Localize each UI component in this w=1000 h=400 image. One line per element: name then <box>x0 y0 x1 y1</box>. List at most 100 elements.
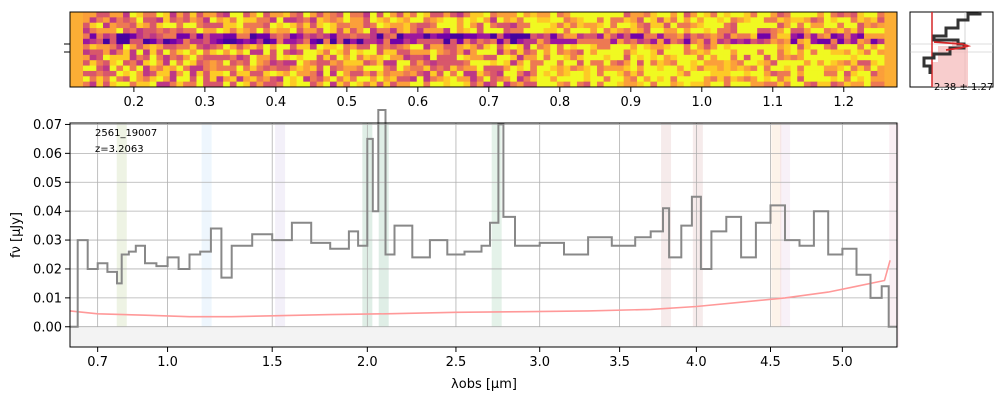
heatmap-cell <box>283 38 291 45</box>
heatmap-cell <box>790 28 798 34</box>
heatmap-cell <box>396 76 404 83</box>
heatmap-cell <box>96 17 104 24</box>
heatmap-cell <box>543 28 551 34</box>
heatmap-cell <box>710 70 718 77</box>
heatmap-cell <box>416 28 424 34</box>
heatmap-cell <box>416 44 424 50</box>
heatmap-cell <box>476 70 484 77</box>
heatmap-cell <box>596 12 605 18</box>
heatmap-cell <box>163 54 171 61</box>
heatmap-cell <box>283 44 291 50</box>
heatmap-cell <box>223 12 231 18</box>
heatmap-cell <box>850 33 858 40</box>
heatmap-cell <box>530 65 538 72</box>
heatmap-cell <box>763 70 771 77</box>
heatmap-cell <box>156 44 164 50</box>
heatmap-cell <box>510 12 518 18</box>
heatmap-cell <box>443 49 451 56</box>
heatmap-cell <box>617 17 625 24</box>
heatmap-cell <box>483 33 491 40</box>
heatmap-cell <box>423 60 431 66</box>
heatmap-cell <box>249 44 257 50</box>
heatmap-cell <box>663 38 671 45</box>
heatmap-cell <box>216 38 224 45</box>
heatmap-cell <box>483 17 491 24</box>
heatmap-cell <box>563 38 571 45</box>
heatmap-cell <box>870 44 878 50</box>
heatmap-cell <box>276 12 284 18</box>
heatmap-cell <box>470 60 478 66</box>
heatmap-cell <box>103 33 111 40</box>
heatmap-cell <box>590 81 598 88</box>
heatmap-cell <box>370 60 378 66</box>
heatmap-cell <box>303 17 311 24</box>
heatmap-cell <box>343 60 351 66</box>
y-axis-label: fν [μJy] <box>9 212 24 258</box>
heatmap-cell <box>717 76 725 83</box>
heatmap-cell <box>623 60 631 66</box>
heatmap-cell <box>843 12 852 18</box>
heatmap-cell <box>563 81 571 88</box>
heatmap-cell <box>149 17 157 24</box>
heatmap-cell <box>830 22 838 29</box>
heatmap-cell <box>269 12 277 18</box>
heatmap-cell <box>543 70 551 77</box>
profile-panel: 2.38 ± 1.27 <box>909 11 994 93</box>
heatmap-cell <box>370 12 378 18</box>
heatmap-cell <box>770 76 778 83</box>
heatmap-cell <box>316 17 324 24</box>
heatmap-xtick-label: 0.3 <box>195 95 216 110</box>
heatmap-cell <box>249 76 257 83</box>
heatmap-cell <box>343 70 351 77</box>
heatmap-cell <box>877 49 885 56</box>
heatmap-cell <box>450 17 458 24</box>
heatmap-cell <box>717 22 725 29</box>
heatmap-cell <box>156 33 164 40</box>
heatmap-cell <box>289 70 297 77</box>
heatmap-cell <box>603 76 611 83</box>
heatmap-cell <box>710 38 718 45</box>
heatmap-cell <box>223 76 231 83</box>
heatmap-cell <box>803 12 811 18</box>
heatmap-cell <box>790 65 798 72</box>
heatmap-cell <box>163 38 171 45</box>
heatmap-cell <box>843 38 852 45</box>
heatmap-cell <box>743 17 751 24</box>
heatmap-cell <box>356 81 364 88</box>
heatmap-cell <box>750 49 758 56</box>
heatmap-cell <box>216 33 224 40</box>
heatmap-cell <box>103 17 111 24</box>
heatmap-cell <box>223 49 231 56</box>
heatmap-cell <box>363 12 371 18</box>
heatmap-cell <box>249 17 257 24</box>
heatmap-cell <box>623 54 631 61</box>
heatmap-cell <box>83 65 91 72</box>
heatmap-cell <box>376 12 384 18</box>
heatmap-cell <box>483 76 491 83</box>
heatmap-cell <box>617 60 625 66</box>
heatmap-cell <box>416 76 424 83</box>
heatmap-cell <box>309 12 318 18</box>
heatmap-cell <box>276 76 284 83</box>
heatmap-cell <box>96 44 104 50</box>
heatmap-cell <box>863 38 872 45</box>
heatmap-xtick-label: 1.1 <box>762 95 783 110</box>
heatmap-cell <box>610 38 618 45</box>
heatmap-cell <box>777 33 785 40</box>
heatmap-cell <box>603 12 611 18</box>
heatmap-cell <box>850 76 858 83</box>
heatmap-cell <box>830 38 838 45</box>
heatmap-cell <box>316 33 324 40</box>
heatmap-cell <box>229 49 237 56</box>
heatmap-cell <box>863 60 872 66</box>
heatmap-cell <box>516 12 524 18</box>
heatmap-cell <box>350 44 358 50</box>
heatmap-cell <box>376 33 384 40</box>
x-tick-label: 4.5 <box>760 355 781 370</box>
heatmap-cell <box>216 54 224 61</box>
heatmap-cell <box>149 44 157 50</box>
emission-line-band <box>661 123 672 347</box>
x-axis-ticks: 0.7 1.0 1.5 2.0 2.5 3.0 3.5 4.0 4.5 5.0 <box>87 347 853 370</box>
heatmap-cell <box>249 49 257 56</box>
heatmap-cell <box>183 81 191 88</box>
